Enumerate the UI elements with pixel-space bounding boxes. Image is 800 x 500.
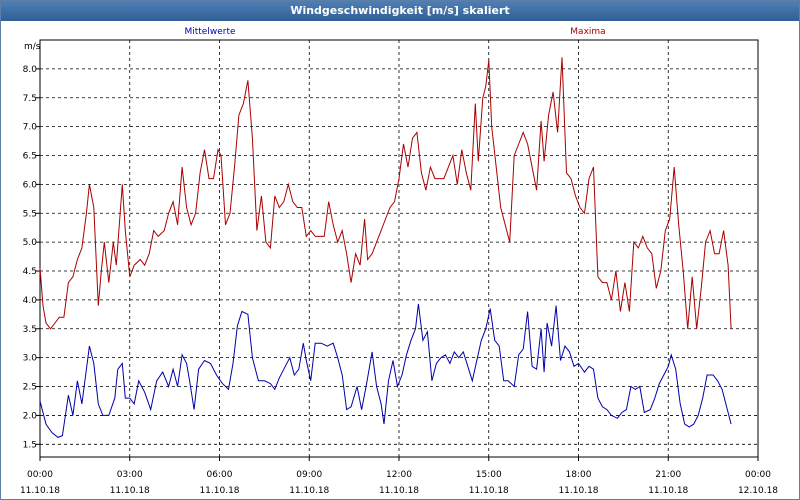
x-tick-date-label: 11.10.18 xyxy=(558,486,598,496)
y-tick-label: 5.0 xyxy=(23,238,38,248)
series-line-mittelwerte xyxy=(39,303,732,438)
x-tick-time-label: 15:00 xyxy=(476,470,502,480)
y-tick-label: 7.0 xyxy=(23,123,38,133)
y-tick-label: 5.5 xyxy=(23,209,37,219)
y-tick-label: 2.5 xyxy=(23,383,37,393)
y-tick-label: 1.5 xyxy=(23,440,37,450)
grid-lines xyxy=(40,40,758,457)
y-tick-label: 3.5 xyxy=(23,325,37,335)
x-tick-time-label: 06:00 xyxy=(207,470,233,480)
y-tick-label: 6.0 xyxy=(23,180,38,190)
series-lines xyxy=(39,57,732,438)
x-tick-time-label: 03:00 xyxy=(117,470,143,480)
y-axis-ticks: 1.5 2.0 2.5 3.0 3.5 4.0 4.5 5.0 5.5 6.0 6.5 7.0 7.5 8… xyxy=(23,65,40,450)
x-tick-date-label: 11.10.18 xyxy=(20,486,60,496)
legend: Mittelwerte Maxima xyxy=(184,27,605,37)
y-tick-label: 4.5 xyxy=(23,267,37,277)
legend-entry-mittelwerte: Mittelwerte xyxy=(184,27,235,37)
x-tick-date-label: 11.10.18 xyxy=(469,486,509,496)
y-tick-label: 4.0 xyxy=(23,296,38,306)
x-tick-time-label: 21:00 xyxy=(655,470,681,480)
x-axis-ticks: 00:00 11.10.18 03:00 11.10.18 06:00 11.10.18 0… xyxy=(20,457,778,496)
x-tick-date-label: 11.10.18 xyxy=(289,486,329,496)
x-tick-time-label: 12:00 xyxy=(386,470,412,480)
x-tick-time-label: 09:00 xyxy=(296,470,322,480)
series-line-maxima xyxy=(39,57,732,330)
y-tick-label: 8.0 xyxy=(23,65,38,75)
x-tick-time-label: 18:00 xyxy=(566,470,592,480)
legend-entry-maxima: Maxima xyxy=(570,27,605,37)
x-tick-time-label: 00:00 xyxy=(745,470,771,480)
x-tick-date-label: 11.10.18 xyxy=(110,486,150,496)
x-tick-date-label: 12.10.18 xyxy=(738,486,778,496)
y-tick-label: 7.5 xyxy=(23,94,37,104)
y-tick-label: 6.5 xyxy=(23,152,37,162)
x-tick-date-label: 11.10.18 xyxy=(648,486,688,496)
window-title: Windgeschwindigkeit [m/s] skaliert xyxy=(1,1,799,21)
x-tick-date-label: 11.10.18 xyxy=(379,486,419,496)
x-tick-date-label: 11.10.18 xyxy=(199,486,239,496)
x-tick-time-label: 00:00 xyxy=(27,470,53,480)
y-tick-label: 2.0 xyxy=(23,411,38,421)
y-tick-label: 3.0 xyxy=(23,354,38,364)
y-axis-unit-label: m/s xyxy=(24,42,41,52)
